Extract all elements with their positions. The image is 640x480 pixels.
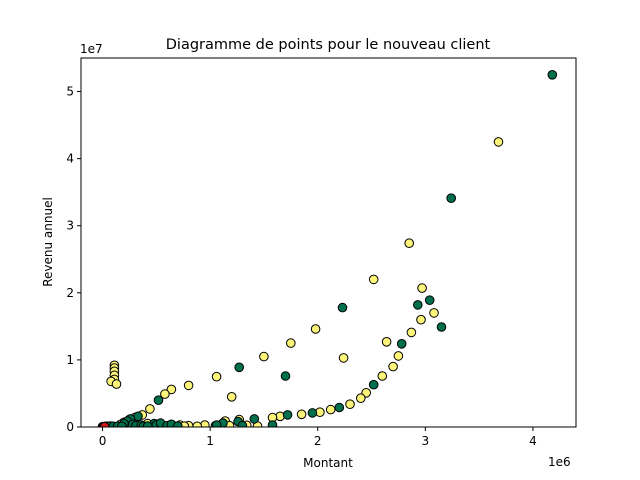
data-point-yellow (338, 353, 349, 363)
data-point-yellow (166, 384, 177, 395)
x-tick-label: 4 (529, 434, 537, 448)
y-tick-label: 5 (66, 85, 74, 99)
data-point-yellow (404, 238, 415, 248)
data-point-green (413, 300, 423, 310)
y-tick-label: 3 (66, 219, 74, 233)
data-point-yellow (393, 351, 404, 361)
data-point-yellow (377, 371, 388, 381)
scatter-points (97, 70, 558, 427)
data-point-yellow (192, 421, 202, 427)
data-point-yellow (183, 380, 194, 391)
y-offset-label: 1e7 (80, 42, 103, 56)
data-point-yellow (406, 327, 417, 338)
y-tick-label: 4 (66, 152, 74, 166)
data-point-yellow (356, 393, 366, 404)
data-point-green (237, 420, 248, 427)
x-offset-label: 1e6 (548, 455, 571, 469)
data-point-yellow (381, 337, 392, 347)
data-point-green (337, 302, 348, 313)
y-tick-label: 1 (66, 353, 74, 367)
x-tick-label: 3 (422, 434, 430, 448)
data-point-green (267, 420, 278, 427)
data-point-yellow (160, 389, 170, 399)
x-tick-label: 1 (206, 434, 214, 448)
data-point-yellow (211, 371, 222, 382)
data-point-green (547, 70, 558, 80)
data-point-yellow (417, 283, 427, 293)
data-point-green (307, 408, 318, 418)
data-point-green (153, 395, 164, 406)
data-point-yellow (325, 404, 336, 415)
data-point-yellow (388, 361, 398, 372)
data-point-yellow (296, 409, 307, 420)
data-point-yellow (416, 314, 426, 325)
y-tick-label: 0 (66, 420, 74, 434)
data-point-yellow (259, 351, 269, 362)
chart-title: Diagramme de points pour le nouveau clie… (166, 37, 491, 53)
data-point-yellow (286, 338, 296, 348)
data-point-yellow (368, 274, 379, 285)
data-point-green (436, 322, 447, 332)
x-tick-label: 2 (314, 434, 322, 448)
axes-frame (80, 57, 577, 428)
data-point-green (446, 193, 457, 203)
x-axis-label: Montant (303, 456, 353, 470)
data-point-green (396, 339, 407, 349)
data-point-green (424, 295, 435, 306)
data-point-green (249, 414, 260, 424)
axis-ticks: 0 1 2 3 4 0 1 2 3 4 5 (66, 85, 536, 448)
data-point-green (334, 402, 345, 413)
y-axis-label: Revenu annuel (41, 197, 55, 287)
data-point-green (280, 371, 291, 381)
data-point-yellow (226, 392, 237, 402)
data-point-yellow (111, 379, 122, 389)
y-tick-label: 2 (66, 286, 74, 300)
data-point-green (282, 410, 293, 420)
data-point-yellow (493, 137, 504, 147)
data-point-green (211, 420, 222, 427)
data-point-green (368, 379, 379, 390)
data-point-green (234, 362, 244, 373)
data-point-yellow (429, 308, 439, 318)
data-point-yellow (310, 324, 321, 334)
data-point-yellow (345, 399, 355, 410)
data-point-green (173, 421, 183, 427)
x-tick-label: 0 (99, 434, 107, 448)
data-point-yellow (145, 404, 155, 414)
data-point-green (117, 421, 127, 427)
data-point-green (142, 421, 153, 427)
